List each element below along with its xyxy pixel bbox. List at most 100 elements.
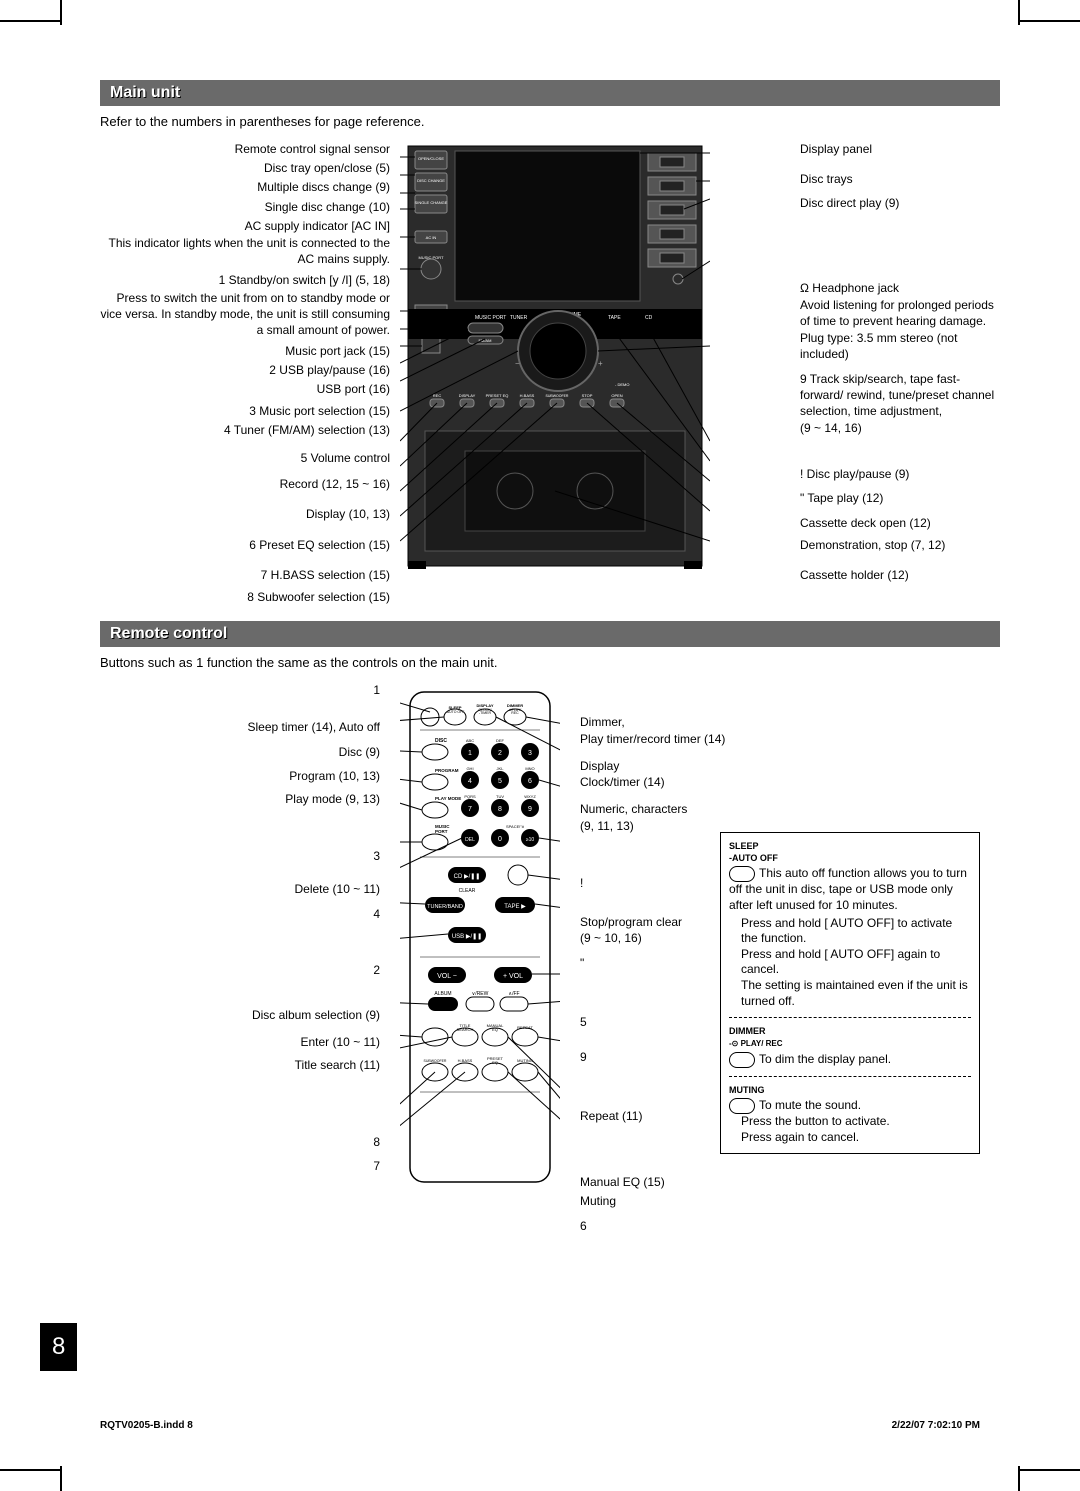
svg-text:SINGLE CHANGE: SINGLE CHANGE bbox=[415, 200, 448, 205]
main-unit-left-label: Record (12, 15 ~ 16) bbox=[100, 476, 390, 492]
svg-text:DEF: DEF bbox=[496, 738, 505, 743]
svg-text:-AUTO OFF: -AUTO OFF bbox=[446, 710, 465, 714]
svg-text:9: 9 bbox=[528, 806, 532, 813]
svg-text:7: 7 bbox=[468, 806, 472, 813]
main-unit-left-label: 6 Preset EQ selection (15) bbox=[100, 537, 390, 553]
svg-text:REPEAT: REPEAT bbox=[517, 1025, 533, 1030]
svg-text:PRESET EQ: PRESET EQ bbox=[486, 393, 509, 398]
main-unit-right-label: 9 Track skip/search, tape fast-forward/ … bbox=[800, 371, 1000, 420]
svg-text:TUNER/BAND: TUNER/BAND bbox=[427, 904, 463, 910]
main-unit-right-label: Disc direct play (9) bbox=[800, 195, 1000, 211]
main-unit-left-label: 5 Volume control bbox=[100, 450, 390, 466]
main-unit-left-label: 4 Tuner (FM/AM) selection (13) bbox=[100, 422, 390, 438]
svg-text:ALBUM: ALBUM bbox=[434, 991, 451, 997]
main-unit-left-label: 7 H.BASS selection (15) bbox=[100, 567, 390, 583]
sleep-label: SLEEP bbox=[729, 841, 759, 851]
remote-intro: Buttons such as 1 function the same as t… bbox=[100, 655, 1000, 670]
svg-text:8: 8 bbox=[498, 806, 502, 813]
dimmer-label: DIMMER bbox=[729, 1026, 766, 1036]
remote-right-label: Display bbox=[580, 758, 750, 775]
svg-text:+ VOL: + VOL bbox=[503, 973, 523, 980]
main-unit-left-label: 8 Subwoofer selection (15) bbox=[100, 589, 390, 605]
auto-off-label: -AUTO OFF bbox=[729, 853, 778, 863]
svg-text:CLEAR: CLEAR bbox=[459, 888, 476, 894]
remote-left-label: Play mode (9, 13) bbox=[200, 791, 380, 808]
svg-text:TAPE ▶: TAPE ▶ bbox=[504, 904, 526, 910]
remote-illustration: SLEEP-AUTO OFF DISPLAYCLOCK/-TIMER DIMME… bbox=[400, 682, 560, 1202]
remote-right-label: Muting bbox=[580, 1193, 750, 1210]
svg-text:CD ▶/❚❚: CD ▶/❚❚ bbox=[454, 873, 481, 880]
remote-left-label: 7 bbox=[200, 1158, 380, 1175]
main-unit-right-label: ! Disc play/pause (9) bbox=[800, 466, 1000, 482]
svg-text:∨/REW: ∨/REW bbox=[472, 991, 489, 997]
main-unit-left-label: Display (10, 13) bbox=[100, 506, 390, 522]
remote-left-label: Title search (11) bbox=[200, 1057, 380, 1074]
svg-text:TUV: TUV bbox=[496, 794, 504, 799]
muting-bullet-1: Press the button to activate. bbox=[729, 1114, 971, 1130]
sleep-bullet-2: Press and hold [ AUTO OFF] again to canc… bbox=[729, 947, 971, 978]
main-unit-diagram: Remote control signal sensorDisc tray op… bbox=[100, 141, 1000, 601]
svg-text:≥10: ≥10 bbox=[526, 837, 535, 843]
svg-text:CD: CD bbox=[645, 315, 653, 321]
svg-text:0: 0 bbox=[498, 836, 502, 843]
muting-text: To mute the sound. bbox=[759, 1098, 861, 1112]
svg-text:ABC: ABC bbox=[466, 738, 474, 743]
remote-right-label: Numeric, characters bbox=[580, 801, 750, 818]
main-unit-left-label: This indicator lights when the unit is c… bbox=[100, 235, 390, 267]
svg-text:WXYZ: WXYZ bbox=[524, 794, 536, 799]
svg-text:SEARCH: SEARCH bbox=[457, 1027, 474, 1032]
remote-left-label: Disc album selection (9) bbox=[200, 1007, 380, 1024]
main-unit-right-label: Avoid listening for prolonged periods of… bbox=[800, 297, 1000, 329]
remote-info-box: SLEEP -AUTO OFF This auto off function al… bbox=[720, 832, 980, 1154]
sleep-text: This auto off function allows you to tur… bbox=[729, 867, 967, 912]
svg-text:DISC: DISC bbox=[435, 738, 447, 744]
svg-text:−: − bbox=[515, 359, 520, 368]
remote-heading: Remote control bbox=[100, 621, 1000, 647]
remote-right-label: Dimmer, bbox=[580, 714, 750, 731]
svg-text:EQ: EQ bbox=[492, 1060, 498, 1065]
footer-right: 2/22/07 7:02:10 PM bbox=[892, 1420, 980, 1431]
main-unit-right-label: Demonstration, stop (7, 12) bbox=[800, 537, 1000, 553]
remote-left-label: 2 bbox=[200, 962, 380, 979]
svg-text:5: 5 bbox=[498, 778, 502, 785]
svg-text:PORT: PORT bbox=[435, 829, 448, 834]
svg-text:DISPLAY: DISPLAY bbox=[459, 393, 476, 398]
main-unit-heading: Main unit bbox=[100, 80, 1000, 106]
remote-left-label: Program (10, 13) bbox=[200, 768, 380, 785]
main-unit-left-label: Disc tray open/close (5) bbox=[100, 160, 390, 176]
main-unit-illustration: OPEN/CLOSE DISC CHANGE SINGLE CHANGE AC … bbox=[400, 141, 710, 581]
svg-text:SUBWOOFER: SUBWOOFER bbox=[546, 394, 569, 398]
svg-text:- DEMO: - DEMO bbox=[615, 382, 629, 387]
svg-text:H.BASS: H.BASS bbox=[520, 393, 535, 398]
svg-text:1: 1 bbox=[468, 750, 472, 757]
svg-text:SUBWOOFER: SUBWOOFER bbox=[424, 1059, 447, 1063]
main-unit-right-label: Plug type: 3.5 mm stereo (not included) bbox=[800, 330, 1000, 362]
footer-left: RQTV0205-B.indd 8 bbox=[100, 1420, 193, 1431]
svg-text:MUSIC PORT: MUSIC PORT bbox=[475, 315, 506, 321]
dimmer-button-icon bbox=[729, 1052, 755, 1068]
remote-left-label: Disc (9) bbox=[200, 744, 380, 761]
main-unit-left-label: 1 Standby/on switch [y /I] (5, 18) bbox=[100, 272, 390, 288]
main-unit-right-label: " Tape play (12) bbox=[800, 490, 1000, 506]
remote-left-label: 1 bbox=[200, 682, 380, 699]
sleep-button-icon bbox=[729, 866, 755, 882]
remote-left-label: 4 bbox=[200, 906, 380, 923]
remote-right-label: Manual EQ (15) bbox=[580, 1174, 750, 1191]
main-unit-right-label: Disc trays bbox=[800, 171, 1000, 187]
svg-text:2: 2 bbox=[498, 750, 502, 757]
svg-text:REC: REC bbox=[511, 711, 519, 715]
svg-text:JKL: JKL bbox=[497, 766, 505, 771]
svg-text:SPACE!"#: SPACE!"# bbox=[506, 824, 525, 829]
remote-left-label: 3 bbox=[200, 848, 380, 865]
sleep-bullet-1: Press and hold [ AUTO OFF] to activate t… bbox=[729, 916, 971, 947]
remote-right-label: Play timer/record timer (14) bbox=[580, 731, 750, 748]
remote-left-label: Delete (10 ~ 11) bbox=[200, 881, 380, 898]
svg-text:-TIMER: -TIMER bbox=[479, 711, 492, 715]
svg-text:FM/AM: FM/AM bbox=[479, 338, 492, 343]
svg-text:STOP: STOP bbox=[582, 393, 593, 398]
main-unit-right-label: Cassette holder (12) bbox=[800, 567, 1000, 583]
svg-text:OPEN: OPEN bbox=[611, 393, 622, 398]
main-unit-right-label: (9 ~ 14, 16) bbox=[800, 420, 1000, 436]
remote-left-label: Enter (10 ~ 11) bbox=[200, 1034, 380, 1051]
remote-right-label: 6 bbox=[580, 1218, 750, 1235]
